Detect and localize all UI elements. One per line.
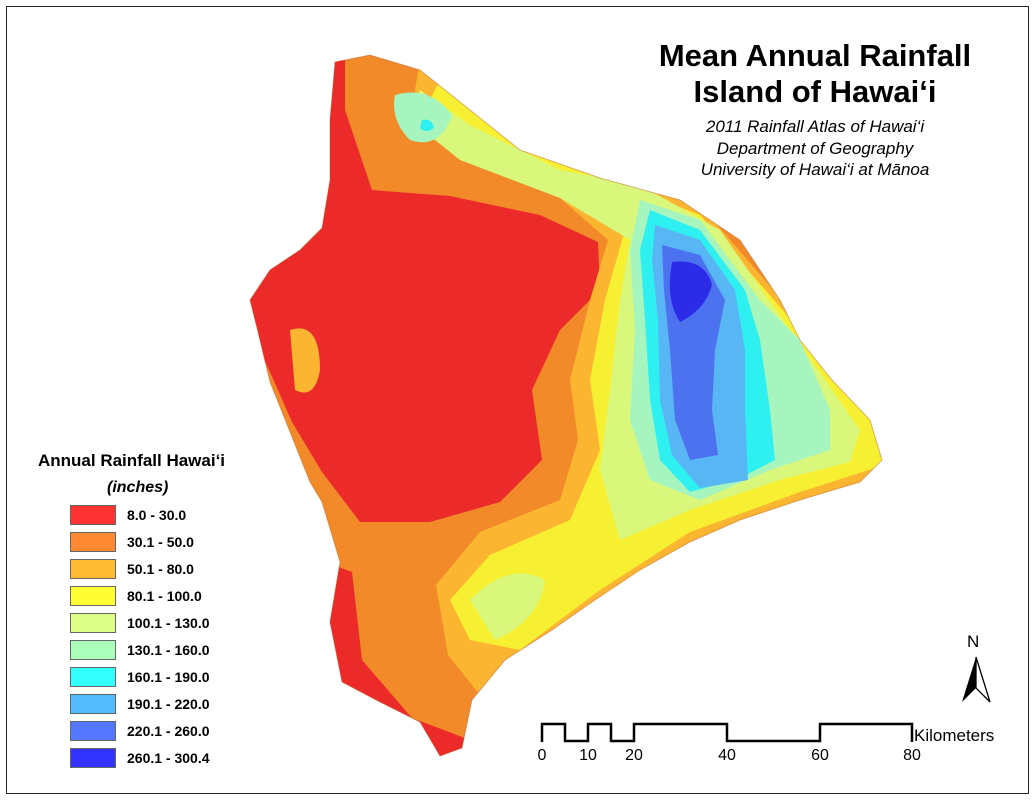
legend-item: 50.1 - 80.0 [70, 559, 194, 579]
scale-bar [540, 722, 914, 743]
scale-tick-label: 10 [579, 747, 597, 764]
zone-160-190-kohala [420, 119, 434, 131]
legend-swatch [70, 613, 116, 633]
legend-swatch [70, 532, 116, 552]
legend-swatch [70, 694, 116, 714]
subtitle-line2: Department of Geography [716, 139, 914, 158]
zone-260-300 [669, 261, 712, 322]
legend-item: 100.1 - 130.0 [70, 613, 210, 633]
legend-label: 190.1 - 220.0 [127, 696, 210, 712]
scale-tick-label: 0 [537, 747, 547, 764]
legend-item: 130.1 - 160.0 [70, 640, 210, 660]
legend-swatch [70, 721, 116, 741]
legend-label: 50.1 - 80.0 [127, 561, 194, 577]
map-frame [6, 6, 1029, 794]
legend-label: 100.1 - 130.0 [127, 615, 210, 631]
legend-label: 30.1 - 50.0 [127, 534, 194, 550]
legend-item: 160.1 - 190.0 [70, 667, 210, 687]
zone-100-130-south [470, 573, 545, 640]
legend-swatch [70, 586, 116, 606]
legend-item: 80.1 - 100.0 [70, 586, 202, 606]
legend-swatch [70, 559, 116, 579]
subtitle-line1: 2011 Rainfall Atlas of Hawai‘i [705, 117, 925, 136]
north-label: N [967, 632, 980, 651]
legend-label: 80.1 - 100.0 [127, 588, 202, 604]
legend-title: Annual Rainfall Hawai‘i [38, 451, 226, 470]
legend-unit: (inches) [107, 479, 169, 496]
map-title-line2: Island of Hawai‘i [693, 74, 937, 109]
legend-swatch [70, 640, 116, 660]
legend-item: 30.1 - 50.0 [70, 532, 194, 552]
north-arrow-icon [962, 656, 991, 703]
legend-item: 260.1 - 300.4 [70, 748, 210, 768]
subtitle-line3: University of Hawai‘i at Mānoa [700, 160, 930, 179]
legend-label: 220.1 - 260.0 [127, 723, 210, 739]
legend-label: 8.0 - 30.0 [127, 507, 187, 523]
zone-130-160-kohala [394, 92, 452, 143]
legend-label: 260.1 - 300.4 [127, 750, 210, 766]
legend-label: 130.1 - 160.0 [127, 642, 210, 658]
legend-swatch [70, 667, 116, 687]
zone-50-80-west-blob [290, 328, 320, 393]
legend-item: 220.1 - 260.0 [70, 721, 210, 741]
legend-item: 8.0 - 30.0 [70, 505, 186, 525]
scale-tick-label: 20 [625, 747, 643, 764]
scale-tick-label: 80 [903, 747, 921, 764]
scale-tick-label: 40 [718, 747, 736, 764]
scale-unit: Kilometers [914, 726, 995, 745]
map-title-line1: Mean Annual Rainfall [658, 38, 972, 73]
legend-swatch [70, 748, 116, 768]
legend-label: 160.1 - 190.0 [127, 669, 210, 685]
scale-tick-label: 60 [811, 747, 829, 764]
legend-swatch [70, 505, 116, 525]
legend-item: 190.1 - 220.0 [70, 694, 210, 714]
